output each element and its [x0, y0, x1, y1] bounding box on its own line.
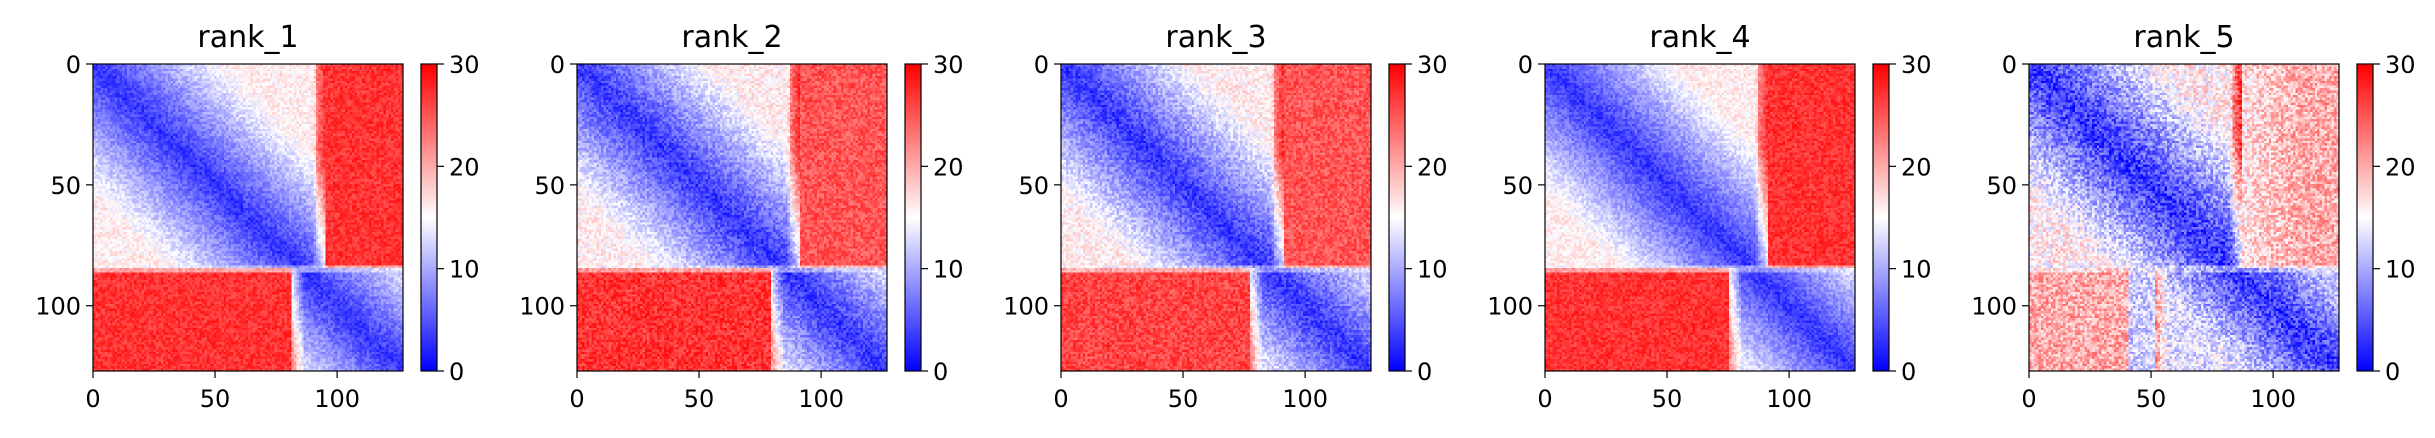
panel-title: rank_3 [1165, 20, 1266, 55]
y-tick-label: 0 [66, 51, 81, 79]
colorbar [1388, 63, 1406, 372]
heatmap-image [2029, 64, 2339, 371]
y-tick-label: 50 [50, 172, 81, 200]
y-tick-label: 100 [1487, 293, 1533, 321]
y-tick-label: 50 [534, 172, 565, 200]
colorbar-tick-label: 30 [1901, 51, 1932, 79]
colorbar-tick-label: 20 [1417, 153, 1448, 181]
colorbar-tick-label: 20 [2385, 153, 2416, 181]
plot-frame [576, 63, 888, 372]
y-tick-label: 50 [1502, 172, 1533, 200]
colorbar-tick-label: 10 [933, 256, 964, 284]
y-tick-label: 50 [1986, 172, 2017, 200]
panel-title: rank_4 [1649, 20, 1750, 55]
colorbar-tick-label: 0 [449, 358, 464, 386]
colorbar-tick-label: 0 [933, 358, 948, 386]
y-tick-label: 100 [519, 293, 565, 321]
heatmap-image [1545, 64, 1855, 371]
y-tick-label: 100 [35, 293, 81, 321]
colorbar-tick-label: 30 [2385, 51, 2416, 79]
panel-title: rank_2 [681, 20, 782, 55]
plot-frame [2028, 63, 2340, 372]
colorbar-tick-label: 30 [449, 51, 480, 79]
heatmap-image [93, 64, 403, 371]
panel-rank_4: rank_4 0 50 100 0 50 100 0 10 20 30 [1487, 20, 1931, 413]
x-tick-label: 100 [798, 385, 844, 413]
y-tick-label: 0 [1518, 51, 1533, 79]
colorbar [2356, 63, 2374, 372]
heatmap-image [577, 64, 887, 371]
panel-title: rank_5 [2133, 20, 2234, 55]
y-tick-label: 100 [1971, 293, 2017, 321]
colorbar [1872, 63, 1890, 372]
panel-rank_2: rank_2 0 50 100 0 50 100 0 10 20 30 [519, 20, 963, 413]
x-tick-label: 50 [2136, 385, 2167, 413]
x-tick-label: 50 [200, 385, 231, 413]
y-tick-label: 0 [1034, 51, 1049, 79]
x-tick-label: 0 [2021, 385, 2036, 413]
colorbar-tick-label: 10 [449, 256, 480, 284]
x-tick-label: 0 [85, 385, 100, 413]
x-tick-label: 50 [684, 385, 715, 413]
colorbar-tick-label: 20 [449, 153, 480, 181]
plot-frame [1544, 63, 1856, 372]
colorbar-tick-label: 20 [933, 153, 964, 181]
colorbar [420, 63, 438, 372]
colorbar-tick-label: 30 [933, 51, 964, 79]
heatmap-image [1061, 64, 1371, 371]
colorbar-tick-label: 30 [1417, 51, 1448, 79]
x-tick-label: 100 [2250, 385, 2296, 413]
y-tick-label: 100 [1003, 293, 1049, 321]
colorbar-tick-label: 20 [1901, 153, 1932, 181]
x-tick-label: 0 [1053, 385, 1068, 413]
panel-rank_1: rank_1 0 50 100 0 50 100 0 10 20 30 [35, 20, 479, 413]
x-tick-label: 100 [314, 385, 360, 413]
colorbar [904, 63, 922, 372]
panel-title: rank_1 [197, 20, 298, 55]
y-tick-label: 0 [2002, 51, 2017, 79]
x-tick-label: 50 [1652, 385, 1683, 413]
colorbar-tick-label: 0 [1901, 358, 1916, 386]
x-tick-label: 0 [569, 385, 584, 413]
x-tick-label: 0 [1537, 385, 1552, 413]
plot-frame [1060, 63, 1372, 372]
x-tick-label: 100 [1282, 385, 1328, 413]
colorbar-tick-label: 10 [2385, 256, 2416, 284]
colorbar-tick-label: 0 [2385, 358, 2400, 386]
panel-rank_3: rank_3 0 50 100 0 50 100 0 10 20 30 [1003, 20, 1447, 413]
colorbar-tick-label: 10 [1901, 256, 1932, 284]
y-tick-label: 50 [1018, 172, 1049, 200]
y-tick-label: 0 [550, 51, 565, 79]
panel-rank_5: rank_5 0 50 100 0 50 100 0 10 20 30 [1971, 20, 2415, 413]
colorbar-tick-label: 0 [1417, 358, 1432, 386]
x-tick-label: 100 [1766, 385, 1812, 413]
x-tick-label: 50 [1168, 385, 1199, 413]
colorbar-tick-label: 10 [1417, 256, 1448, 284]
plot-frame [92, 63, 404, 372]
